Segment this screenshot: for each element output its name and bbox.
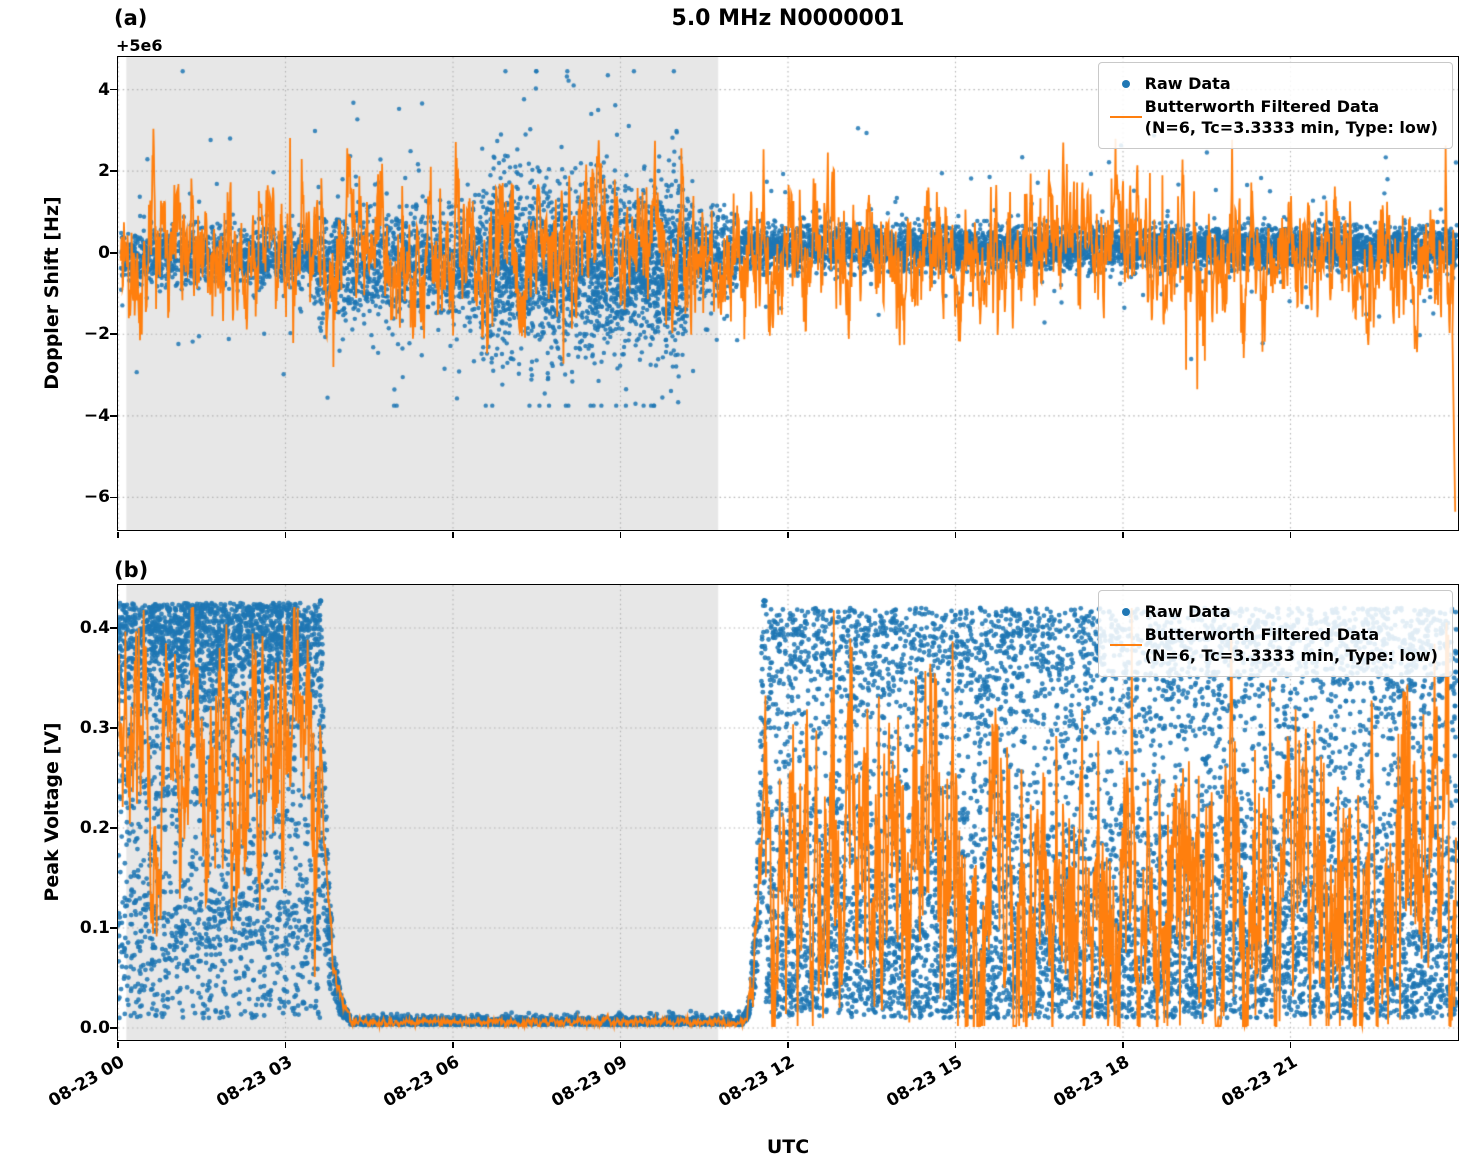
x-tick-label: 08-23 09 <box>547 1052 631 1112</box>
x-tick-mark-a <box>284 531 287 538</box>
x-tick-mark-a <box>117 531 119 538</box>
y-tick-label-a: −4 <box>83 405 110 426</box>
y-tick-mark-a <box>110 170 117 172</box>
y-tick-label-a: 0 <box>98 242 110 263</box>
y-tick-label-a: 2 <box>98 161 110 182</box>
x-tick-label: 08-23 15 <box>882 1052 966 1112</box>
y-tick-mark-a <box>110 333 117 336</box>
y-tick-label-b: 0.4 <box>79 618 110 638</box>
y-tick-mark-b <box>110 927 117 929</box>
y-tick-mark-b <box>110 627 117 629</box>
panel-b-label: (b) <box>114 558 149 582</box>
x-tick-label: 08-23 12 <box>715 1052 798 1112</box>
y-tick-mark-a <box>110 496 117 499</box>
legend-b-filtered-label-line1: Butterworth Filtered Data <box>1144 625 1380 645</box>
y-tick-label-a: −6 <box>83 487 110 508</box>
x-tick-mark-b <box>787 1041 789 1048</box>
x-tick-mark-a <box>452 531 454 538</box>
y-tick-mark-b <box>110 727 117 729</box>
y-tick-label-a: 4 <box>98 79 110 100</box>
x-tick-mark-b <box>954 1041 957 1048</box>
x-tick-mark-b <box>284 1041 287 1048</box>
raw-data-marker-icon <box>1107 79 1145 88</box>
x-tick-label: 08-23 06 <box>380 1052 463 1112</box>
x-tick-mark-a <box>787 531 789 538</box>
panel-a-label: (a) <box>114 6 148 30</box>
x-tick-mark-a <box>1122 531 1124 538</box>
panel-a-offset-label: +5e6 <box>116 36 163 55</box>
y-tick-label-b: 0.3 <box>79 718 110 738</box>
legend-b-filtered-entry: Butterworth Filtered Data (N=6, Tc=3.333… <box>1107 624 1438 666</box>
x-tick-label: 08-23 03 <box>212 1052 296 1112</box>
y-tick-label-b: 0.2 <box>79 818 110 838</box>
x-tick-label: 08-23 00 <box>45 1052 128 1112</box>
legend-a-filtered-entry: Butterworth Filtered Data (N=6, Tc=3.333… <box>1107 96 1438 138</box>
legend-a: Raw Data Butterworth Filtered Data (N=6,… <box>1097 62 1453 150</box>
x-tick-mark-a <box>619 531 622 538</box>
legend-b-filtered-label: Butterworth Filtered Data (N=6, Tc=3.333… <box>1145 624 1438 666</box>
legend-b-raw-label: Raw Data <box>1144 602 1231 621</box>
x-tick-label: 08-23 18 <box>1050 1052 1133 1112</box>
x-tick-mark-b <box>619 1041 622 1048</box>
y-tick-mark-a <box>110 415 117 417</box>
x-tick-mark-b <box>1122 1041 1124 1048</box>
legend-b: Raw Data Butterworth Filtered Data (N=6,… <box>1097 590 1453 678</box>
y-tick-mark-b <box>110 827 117 829</box>
x-axis-label: UTC <box>766 1136 810 1158</box>
figure-title: 5.0 MHz N0000001 <box>671 6 905 31</box>
y-tick-label-a: −2 <box>83 324 110 345</box>
legend-a-filtered-label-line1: Butterworth Filtered Data <box>1144 97 1380 117</box>
x-tick-label: 08-23 21 <box>1217 1052 1301 1112</box>
y-tick-mark-a <box>110 88 117 91</box>
panel-a-ylabel: Doppler Shift [Hz] <box>41 196 63 390</box>
panel-b-ylabel: Peak Voltage [V] <box>41 722 63 902</box>
filtered-line-icon <box>1107 116 1145 119</box>
x-tick-mark-a <box>1289 531 1292 538</box>
x-tick-mark-b <box>117 1041 119 1048</box>
filtered-line-icon <box>1107 644 1145 647</box>
legend-b-filtered-label-line2: (N=6, Tc=3.3333 min, Type: low) <box>1144 646 1438 666</box>
legend-a-filtered-label-line2: (N=6, Tc=3.3333 min, Type: low) <box>1144 118 1438 138</box>
y-tick-label-b: 0.0 <box>79 1018 110 1038</box>
x-tick-mark-a <box>954 531 957 538</box>
y-tick-mark-b <box>110 1027 117 1029</box>
legend-a-raw-entry: Raw Data <box>1107 73 1438 94</box>
x-tick-mark-b <box>1289 1041 1292 1048</box>
legend-a-filtered-label: Butterworth Filtered Data (N=6, Tc=3.333… <box>1145 96 1438 138</box>
x-tick-mark-b <box>452 1041 454 1048</box>
legend-a-raw-label: Raw Data <box>1144 74 1231 93</box>
y-tick-label-b: 0.1 <box>79 918 110 938</box>
raw-data-marker-icon <box>1107 607 1145 616</box>
legend-b-raw-entry: Raw Data <box>1107 601 1438 622</box>
y-tick-mark-a <box>110 251 117 254</box>
